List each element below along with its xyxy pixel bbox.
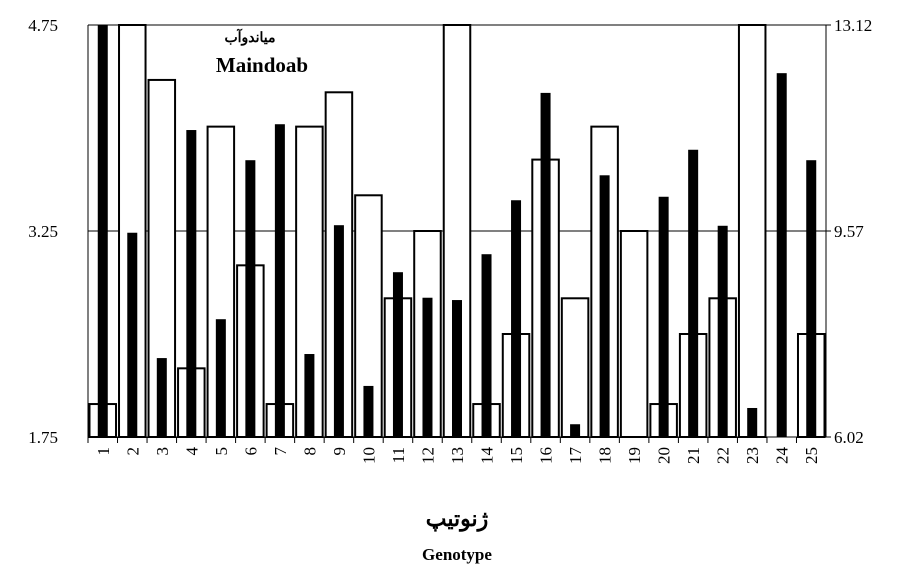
bar xyxy=(747,407,758,437)
x-tick-label: 14 xyxy=(478,447,497,465)
y-tick-label: 1.75 xyxy=(28,428,58,447)
y-tick-label: 4.75 xyxy=(28,16,58,35)
x-tick-label: 15 xyxy=(507,447,526,464)
bar xyxy=(570,424,581,437)
x-tick-label: 24 xyxy=(773,447,792,465)
x-tick-label: 22 xyxy=(714,447,733,464)
bar xyxy=(186,130,197,437)
bar xyxy=(156,358,167,437)
y-tick-label: 3.25 xyxy=(28,222,58,241)
bar xyxy=(560,297,590,438)
y2-tick-label: 9.57 xyxy=(834,222,864,241)
x-axis-label: Genotype xyxy=(422,545,492,564)
bar xyxy=(776,73,787,437)
bar xyxy=(127,232,138,437)
bar xyxy=(737,24,767,438)
x-tick-label: 10 xyxy=(359,447,378,464)
bar xyxy=(540,92,551,438)
bar xyxy=(215,319,226,437)
bar xyxy=(806,160,817,437)
x-tick-label: 16 xyxy=(537,447,556,464)
x-tick-label: 3 xyxy=(153,447,172,456)
x-tick-label: 13 xyxy=(448,447,467,464)
annotation: Maindoab xyxy=(216,53,308,77)
bar xyxy=(422,297,433,437)
x-axis-label: ژنوتیپ xyxy=(426,506,489,533)
bar xyxy=(274,124,285,437)
x-tick-label: 20 xyxy=(655,447,674,464)
bar xyxy=(717,225,728,437)
bar xyxy=(511,200,522,437)
bar xyxy=(392,272,403,437)
bar xyxy=(333,225,344,437)
bar xyxy=(452,300,462,437)
x-tick-label: 1 xyxy=(94,447,113,456)
y2-tick-label: 6.02 xyxy=(834,428,864,447)
x-tick-label: 9 xyxy=(330,447,349,456)
bar xyxy=(481,254,492,437)
x-tick-label: 8 xyxy=(300,447,319,456)
x-tick-label: 18 xyxy=(596,447,615,464)
x-tick-label: 11 xyxy=(389,447,408,463)
x-tick-label: 7 xyxy=(271,447,290,456)
x-tick-label: 6 xyxy=(241,447,260,456)
bar xyxy=(599,175,610,437)
x-tick-label: 25 xyxy=(802,447,821,464)
x-tick-label: 2 xyxy=(123,447,142,456)
bar xyxy=(97,25,108,437)
x-tick-label: 5 xyxy=(212,447,231,456)
x-tick-label: 17 xyxy=(566,447,585,465)
bar xyxy=(688,149,699,437)
x-tick-label: 19 xyxy=(625,447,644,464)
bar xyxy=(245,160,256,437)
bar xyxy=(658,196,669,437)
x-tick-label: 4 xyxy=(182,447,201,456)
x-tick-label: 23 xyxy=(743,447,762,464)
y2-tick-label: 13.12 xyxy=(834,16,872,35)
bar xyxy=(304,354,315,437)
bar xyxy=(619,230,649,438)
bar xyxy=(363,385,374,437)
annotation: میاندوآب xyxy=(224,28,275,46)
x-tick-label: 12 xyxy=(418,447,437,464)
x-tick-label: 21 xyxy=(684,447,703,464)
